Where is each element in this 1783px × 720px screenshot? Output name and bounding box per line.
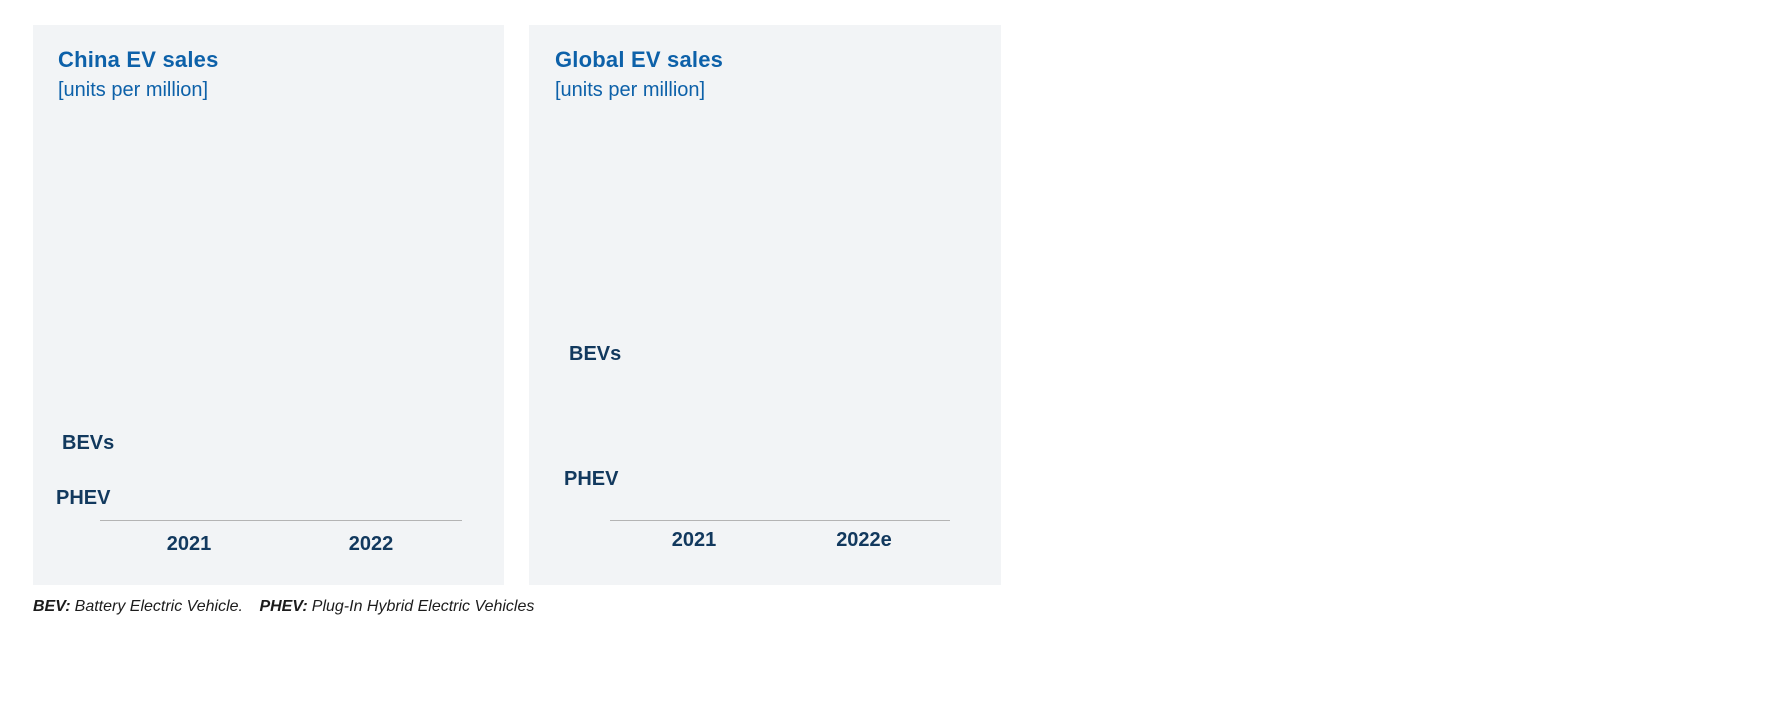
x-tick-2021: 2021 [166, 533, 212, 555]
series-label-bevs: BEVs [62, 432, 115, 454]
chart-subtitle: [units per million] [58, 79, 209, 101]
series-label-phev: PHEV [564, 468, 619, 490]
series-label-phev: PHEV [56, 487, 111, 509]
footnote: BEV: Battery Electric Vehicle. PHEV: Plug-… [33, 598, 534, 616]
footnote-bev-definition: Battery Electric Vehicle. [74, 598, 243, 615]
chart-title: China EV sales [58, 47, 219, 72]
x-tick-2022: 2022 [348, 533, 394, 555]
footnote-bev-term: BEV: [33, 598, 71, 615]
x-axis-line [100, 520, 462, 521]
x-tick-2022e: 2022e [836, 529, 892, 551]
chart-panel-china: China EV sales [units per million] BEVs … [33, 25, 504, 585]
chart-title: Global EV sales [555, 47, 724, 72]
footnote-phev-definition: Plug-In Hybrid Electric Vehicles [311, 598, 535, 615]
x-tick-2021: 2021 [671, 529, 717, 551]
chart-panel-global: Global EV sales [units per million] BEVs… [529, 25, 1001, 585]
x-axis-line [610, 520, 950, 521]
series-label-bevs: BEVs [569, 343, 622, 365]
footnote-phev-term: PHEV: [259, 598, 308, 615]
chart-subtitle: [units per million] [555, 79, 706, 101]
